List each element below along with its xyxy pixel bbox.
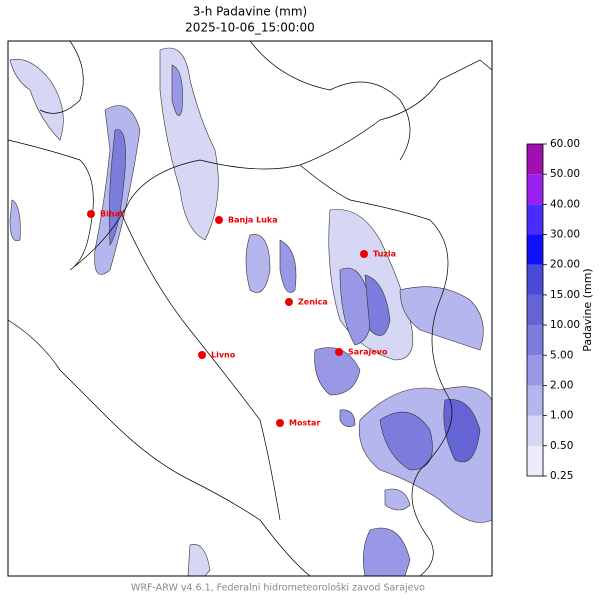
colorbar-segment — [527, 385, 543, 416]
colorbar-tick-label: 20.00 — [550, 259, 580, 271]
colorbar-tick-label: 50.00 — [550, 168, 580, 180]
city-marker — [335, 348, 343, 356]
colorbar-tick-label: 2.00 — [550, 379, 573, 391]
city-label: Tuzla — [373, 250, 396, 259]
title: 3-h Padavine (mm) — [193, 5, 307, 19]
colorbar-segment — [527, 174, 543, 205]
colorbar-tick-label: 40.00 — [550, 198, 580, 210]
city-marker — [87, 210, 95, 218]
footer: WRF-ARW v4.6.1, Federalni hidrometeorolo… — [131, 583, 425, 594]
colorbar-frame — [526, 143, 544, 477]
colorbar-segment — [527, 445, 543, 476]
colorbar-tick-label: 15.00 — [550, 289, 580, 301]
city-label: Zenica — [298, 298, 328, 307]
colorbar-segment — [527, 234, 543, 265]
colorbar-label: Padavine (mm) — [581, 268, 594, 351]
colorbar-segment — [527, 204, 543, 235]
map-frame — [7, 40, 493, 577]
city-marker — [198, 351, 206, 359]
colorbar-tick-label: 0.25 — [550, 470, 573, 482]
colorbar-tick-label: 10.00 — [550, 319, 580, 331]
city-label: Bihać — [100, 209, 125, 219]
colorbar-segment — [527, 264, 543, 295]
colorbar-tick-label: 0.50 — [550, 440, 573, 452]
colorbar-segment — [527, 415, 543, 446]
city-label: Livno — [211, 351, 236, 360]
city-label: Sarajevo — [348, 348, 388, 357]
city-marker — [215, 216, 223, 224]
colorbar: 0.25 0.50 1.00 2.00 5.00 10.00 15.00 20.00 30.00… — [526, 138, 580, 482]
city-marker — [360, 250, 368, 258]
map: Bihać Banja Luka Tuzla Zenica Sarajevo Livno M… — [7, 40, 493, 577]
colorbar-tick-label: 60.00 — [550, 138, 580, 150]
subtitle: 2025-10-06_15:00:00 — [185, 21, 315, 35]
colorbar-segment — [527, 355, 543, 386]
colorbar-segment — [527, 294, 543, 326]
borders — [7, 40, 493, 577]
colorbar-tick-label: 5.00 — [550, 349, 573, 361]
colorbar-tick-label: 30.00 — [550, 229, 580, 241]
colorbar-segment — [527, 325, 543, 356]
precipitation — [9, 47, 493, 577]
city-marker — [276, 419, 284, 427]
city-label: Mostar — [289, 419, 320, 428]
colorbar-tick-label: 1.00 — [550, 410, 573, 422]
colorbar-segment — [527, 144, 543, 175]
city-marker — [285, 298, 293, 306]
city-label: Banja Luka — [228, 216, 278, 225]
cities: Bihać Banja Luka Tuzla Zenica Sarajevo Livno M… — [87, 209, 396, 428]
